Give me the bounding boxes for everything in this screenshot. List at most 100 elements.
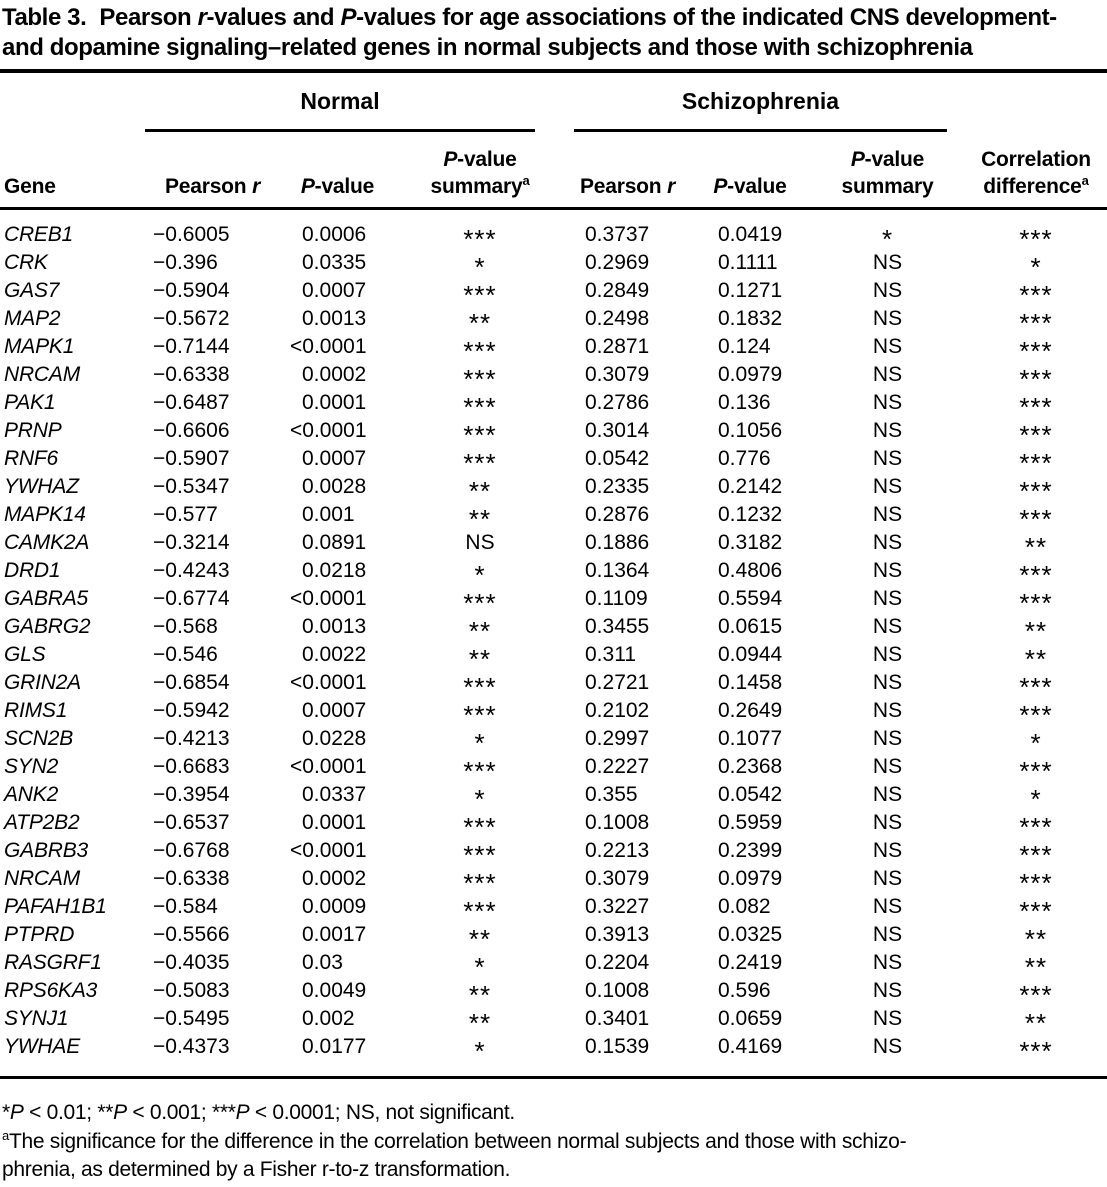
- schizophrenia-p-summary-cell: NS: [872, 559, 903, 582]
- normal-p-summary-cell: ***: [463, 700, 497, 730]
- correlation-difference-cell: ***: [1019, 224, 1053, 254]
- schizophrenia-p-summary-cell: NS: [872, 895, 903, 918]
- schizophrenia-pearson-r-cell: 0.3227: [585, 895, 650, 918]
- table-row: GLS −0.546 0.0022 ** 0.311 0.0944 NS **: [0, 641, 1107, 672]
- normal-p-value-cell: <0.0001: [290, 587, 367, 610]
- schizophrenia-p-summary-cell: NS: [872, 1007, 903, 1030]
- normal-p-value-cell: 0.0022: [302, 643, 367, 666]
- correlation-difference-cell: ***: [1019, 364, 1053, 394]
- correlation-difference-cell: ***: [1019, 980, 1053, 1010]
- schizophrenia-pearson-r-cell: 0.3401: [585, 1007, 650, 1030]
- schizophrenia-p-summary-cell: NS: [872, 923, 903, 946]
- title-text-1: Pearson: [99, 4, 198, 31]
- gene-cell: PAK1: [4, 391, 56, 414]
- table-bottom-rule: [0, 1076, 1107, 1079]
- gene-cell: YWHAZ: [4, 475, 79, 498]
- normal-pearson-r-cell: −0.5083: [153, 979, 230, 1002]
- table-row: CAMK2A −0.3214 0.0891 NS 0.1886 0.3182 NS **: [0, 529, 1107, 560]
- normal-p-value-cell: 0.0007: [302, 447, 367, 470]
- schizophrenia-p-value-cell: 0.0659: [718, 1007, 783, 1030]
- normal-p-value-cell: 0.0006: [302, 223, 367, 246]
- correlation-difference-cell: ***: [1019, 280, 1053, 310]
- footnote-significance: *P < 0.01; **P < 0.001; ***P < 0.0001; N…: [2, 1101, 515, 1124]
- table-row: SCN2B −0.4213 0.0228 * 0.2997 0.1077 NS *: [0, 725, 1107, 756]
- schizophrenia-pearson-r-cell: 0.2204: [585, 951, 650, 974]
- normal-pearson-r-cell: −0.396: [153, 251, 218, 274]
- normal-p-value-cell: 0.0001: [302, 811, 367, 834]
- normal-p-value-cell: 0.0218: [302, 559, 367, 582]
- normal-p-value-cell: 0.0013: [302, 307, 367, 330]
- normal-p-value-cell: 0.0228: [302, 727, 367, 750]
- schizophrenia-p-value-cell: 0.124: [718, 335, 771, 358]
- normal-p-value-cell: 0.0017: [302, 923, 367, 946]
- gene-cell: SYNJ1: [4, 1007, 69, 1030]
- gene-cell: GLS: [4, 643, 46, 666]
- schizophrenia-p-summary-cell: NS: [872, 363, 903, 386]
- header-normal-pearson-r: Pearson r: [164, 175, 261, 198]
- schizophrenia-pearson-r-cell: 0.2876: [585, 503, 650, 526]
- gene-cell: CRK: [4, 251, 48, 274]
- table-row: ATP2B2 −0.6537 0.0001 *** 0.1008 0.5959 NS ***: [0, 809, 1107, 840]
- schizophrenia-p-value-cell: 0.0615: [718, 615, 783, 638]
- normal-p-summary-cell: **: [468, 504, 492, 534]
- table-row: MAPK14 −0.577 0.001 ** 0.2876 0.1232 NS ***: [0, 501, 1107, 534]
- correlation-difference-cell: ***: [1019, 420, 1053, 450]
- schizophrenia-p-summary-cell: NS: [872, 867, 903, 890]
- schizophrenia-p-value-cell: 0.776: [718, 447, 771, 470]
- normal-pearson-r-cell: −0.568: [153, 615, 218, 638]
- schizophrenia-p-value-cell: 0.5594: [718, 587, 783, 610]
- group-normal-label: Normal: [300, 88, 380, 114]
- schizophrenia-pearson-r-cell: 0.2871: [585, 335, 650, 358]
- schizophrenia-pearson-r-cell: 0.1109: [585, 587, 648, 610]
- schizophrenia-pearson-r-cell: 0.1886: [585, 531, 650, 554]
- normal-p-summary-cell: **: [468, 616, 492, 646]
- group-spacer-left: [0, 73, 145, 132]
- normal-pearson-r-cell: −0.4373: [153, 1035, 230, 1058]
- correlation-difference-cell: ***: [1019, 448, 1053, 478]
- table-row: RIMS1 −0.5942 0.0007 *** 0.2102 0.2649 NS ***: [0, 697, 1107, 730]
- normal-p-value-cell: 0.0002: [302, 363, 367, 386]
- table-row: ANK2 −0.3954 0.0337 * 0.355 0.0542 NS *: [0, 781, 1107, 814]
- normal-p-value-cell: <0.0001: [290, 419, 367, 442]
- schizophrenia-p-value-cell: 0.0325: [718, 923, 783, 946]
- schizophrenia-p-summary-cell: NS: [872, 503, 903, 526]
- schizophrenia-p-value-cell: 0.0542: [718, 783, 783, 806]
- schizophrenia-p-value-cell: 0.2419: [718, 951, 783, 974]
- normal-p-summary-cell: *: [474, 252, 486, 282]
- normal-p-summary-cell: ***: [463, 392, 497, 422]
- schizophrenia-p-value-cell: 0.082: [718, 895, 771, 918]
- schizophrenia-pearson-r-cell: 0.2997: [585, 727, 650, 750]
- normal-p-summary-cell: *: [474, 952, 486, 982]
- schizophrenia-p-summary-cell: NS: [872, 251, 903, 274]
- schizophrenia-p-value-cell: 0.0979: [718, 867, 783, 890]
- table-row: CRK −0.396 0.0335 * 0.2969 0.1111 NS *: [0, 249, 1107, 282]
- table-row: MAP2 −0.5672 0.0013 ** 0.2498 0.1832 NS ***: [0, 305, 1107, 336]
- normal-p-value-cell: 0.0891: [302, 531, 367, 554]
- schizophrenia-p-summary-cell: NS: [872, 615, 903, 638]
- correlation-difference-cell: *: [1030, 784, 1042, 814]
- schizophrenia-p-summary-cell: NS: [872, 587, 903, 610]
- title-text-3: -values for age associations of the indi…: [356, 4, 1057, 31]
- footnotes: *P < 0.01; **P < 0.001; ***P < 0.0001; N…: [0, 1099, 1107, 1185]
- schizophrenia-p-value-cell: 0.4806: [718, 559, 783, 582]
- normal-p-value-cell: 0.001: [302, 503, 355, 526]
- header-normal-p-summary: P-value summarya: [430, 148, 530, 198]
- schizophrenia-p-value-cell: 0.1077: [718, 727, 783, 750]
- schizophrenia-pearson-r-cell: 0.2227: [585, 755, 650, 778]
- header-bottom-rule: [0, 207, 1107, 210]
- schizophrenia-group-rule: [574, 129, 947, 132]
- normal-p-summary-cell: ***: [463, 364, 497, 394]
- schizophrenia-p-summary-cell: NS: [872, 671, 903, 694]
- schizophrenia-p-summary-cell: NS: [872, 699, 903, 722]
- normal-pearson-r-cell: −0.6005: [153, 223, 230, 246]
- schizophrenia-p-value-cell: 0.2649: [718, 699, 783, 722]
- normal-p-summary-cell: **: [468, 1008, 492, 1038]
- normal-pearson-r-cell: −0.577: [153, 503, 218, 526]
- normal-pearson-r-cell: −0.6683: [153, 755, 230, 778]
- normal-pearson-r-cell: −0.5566: [153, 923, 230, 946]
- group-schizophrenia-label: Schizophrenia: [681, 88, 840, 114]
- schizophrenia-p-value-cell: 0.3182: [718, 531, 783, 554]
- normal-pearson-r-cell: −0.6768: [153, 839, 230, 862]
- schizophrenia-p-summary-cell: NS: [872, 839, 903, 862]
- schizophrenia-pearson-r-cell: 0.355: [585, 783, 638, 806]
